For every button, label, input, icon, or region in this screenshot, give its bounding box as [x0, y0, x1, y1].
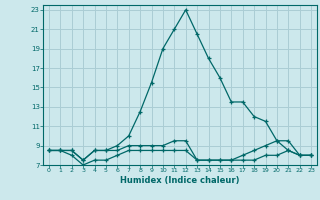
X-axis label: Humidex (Indice chaleur): Humidex (Indice chaleur): [120, 176, 240, 185]
